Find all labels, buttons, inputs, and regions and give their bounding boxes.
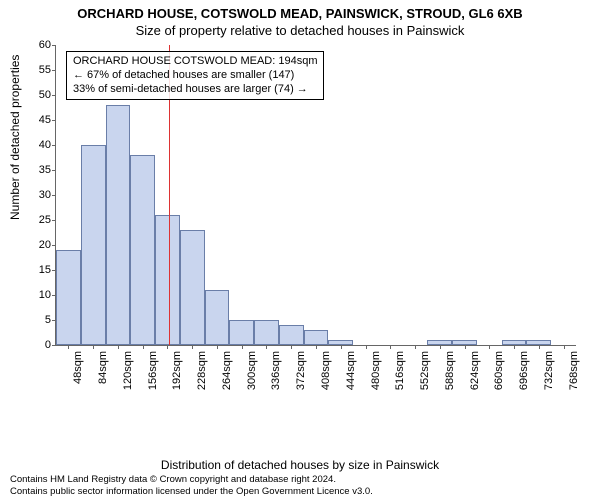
x-tick-label: 336sqm: [270, 351, 272, 390]
x-tick-mark: [440, 345, 441, 349]
footer: Contains HM Land Registry data © Crown c…: [10, 474, 373, 497]
y-tick-label: 35: [26, 164, 51, 176]
annotation-box: ORCHARD HOUSE COTSWOLD MEAD: 194sqm← 67%…: [66, 51, 324, 100]
y-tick-label: 10: [26, 289, 51, 301]
y-tick-label: 50: [26, 89, 51, 101]
y-tick-mark: [52, 220, 56, 221]
x-tick-label: 300sqm: [246, 351, 248, 390]
x-tick-label: 408sqm: [320, 351, 322, 390]
chart-title-main: ORCHARD HOUSE, COTSWOLD MEAD, PAINSWICK,…: [0, 0, 600, 21]
x-tick-label: 696sqm: [518, 351, 520, 390]
x-tick-label: 228sqm: [196, 351, 198, 390]
y-tick-label: 40: [26, 139, 51, 151]
bar: [254, 320, 279, 345]
x-tick-mark: [366, 345, 367, 349]
bar: [155, 215, 180, 345]
annotation-line-3: 33% of semi-detached houses are larger (…: [73, 83, 317, 97]
plot-region: 05101520253035404550556048sqm84sqm120sqm…: [55, 45, 576, 346]
x-tick-mark: [118, 345, 119, 349]
y-tick-label: 5: [26, 314, 51, 326]
x-tick-label: 660sqm: [493, 351, 495, 390]
footer-line-1: Contains HM Land Registry data © Crown c…: [10, 474, 373, 485]
bar: [56, 250, 81, 345]
x-tick-label: 264sqm: [221, 351, 223, 390]
x-tick-label: 156sqm: [147, 351, 149, 390]
x-tick-mark: [316, 345, 317, 349]
x-tick-label: 84sqm: [97, 351, 99, 384]
footer-line-2: Contains public sector information licen…: [10, 486, 373, 497]
x-tick-label: 588sqm: [444, 351, 446, 390]
x-tick-label: 372sqm: [295, 351, 297, 390]
y-tick-mark: [52, 345, 56, 346]
x-tick-mark: [217, 345, 218, 349]
x-tick-mark: [415, 345, 416, 349]
y-tick-mark: [52, 70, 56, 71]
x-tick-mark: [465, 345, 466, 349]
annotation-line-1: ORCHARD HOUSE COTSWOLD MEAD: 194sqm: [73, 55, 317, 69]
x-tick-mark: [167, 345, 168, 349]
y-tick-label: 45: [26, 114, 51, 126]
y-tick-label: 15: [26, 264, 51, 276]
y-tick-mark: [52, 45, 56, 46]
bar: [106, 105, 131, 345]
y-tick-label: 60: [26, 39, 51, 51]
y-tick-label: 0: [26, 339, 51, 351]
x-tick-label: 120sqm: [122, 351, 124, 390]
annotation-line-2: ← 67% of detached houses are smaller (14…: [73, 69, 317, 83]
x-tick-mark: [93, 345, 94, 349]
y-tick-label: 20: [26, 239, 51, 251]
x-tick-mark: [514, 345, 515, 349]
bar: [81, 145, 106, 345]
bar: [304, 330, 329, 345]
bar: [279, 325, 304, 345]
y-tick-mark: [52, 245, 56, 246]
x-tick-mark: [143, 345, 144, 349]
bar: [180, 230, 205, 345]
x-tick-label: 444sqm: [345, 351, 347, 390]
x-tick-mark: [266, 345, 267, 349]
x-tick-mark: [192, 345, 193, 349]
x-tick-mark: [341, 345, 342, 349]
x-tick-mark: [291, 345, 292, 349]
x-tick-label: 552sqm: [419, 351, 421, 390]
y-tick-mark: [52, 120, 56, 121]
x-tick-mark: [564, 345, 565, 349]
x-tick-label: 480sqm: [370, 351, 372, 390]
y-tick-label: 55: [26, 64, 51, 76]
x-tick-mark: [489, 345, 490, 349]
y-tick-label: 25: [26, 214, 51, 226]
bar: [130, 155, 155, 345]
x-tick-mark: [390, 345, 391, 349]
x-tick-label: 732sqm: [543, 351, 545, 390]
x-tick-mark: [242, 345, 243, 349]
bar: [229, 320, 254, 345]
y-tick-mark: [52, 95, 56, 96]
x-axis-label: Distribution of detached houses by size …: [0, 458, 600, 472]
x-tick-label: 48sqm: [72, 351, 74, 384]
y-tick-mark: [52, 170, 56, 171]
x-tick-mark: [539, 345, 540, 349]
x-tick-label: 624sqm: [469, 351, 471, 390]
x-tick-mark: [68, 345, 69, 349]
x-tick-label: 192sqm: [171, 351, 173, 390]
y-tick-label: 30: [26, 189, 51, 201]
x-tick-label: 768sqm: [568, 351, 570, 390]
y-tick-mark: [52, 195, 56, 196]
chart-title-sub: Size of property relative to detached ho…: [0, 21, 600, 38]
bar: [205, 290, 230, 345]
y-tick-mark: [52, 145, 56, 146]
y-axis-label: Number of detached properties: [8, 55, 22, 220]
chart-area: 05101520253035404550556048sqm84sqm120sqm…: [55, 45, 575, 395]
x-tick-label: 516sqm: [394, 351, 396, 390]
